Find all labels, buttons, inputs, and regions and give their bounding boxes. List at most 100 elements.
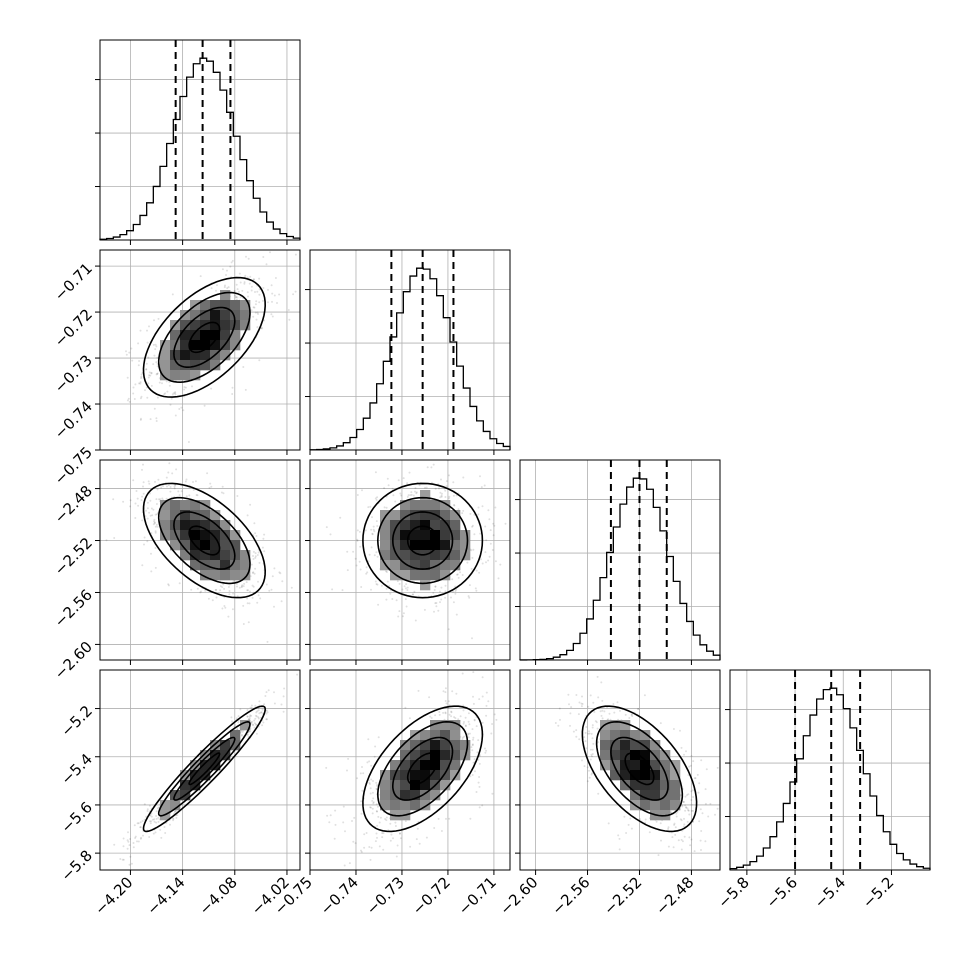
sample-point bbox=[146, 810, 149, 812]
sample-point bbox=[474, 587, 477, 590]
density-cell bbox=[610, 760, 621, 771]
sample-point bbox=[246, 276, 249, 279]
sample-point bbox=[477, 506, 480, 509]
sample-point bbox=[246, 715, 249, 718]
sample-point bbox=[128, 400, 131, 403]
sample-point bbox=[448, 497, 450, 500]
sample-point bbox=[153, 319, 155, 322]
sample-point bbox=[387, 484, 390, 487]
sample-point bbox=[558, 707, 561, 710]
sample-point bbox=[257, 551, 260, 554]
sample-point bbox=[146, 507, 149, 510]
sample-point bbox=[160, 486, 163, 489]
sample-point bbox=[589, 758, 592, 761]
sample-point bbox=[687, 774, 690, 776]
sample-point bbox=[391, 487, 394, 490]
sample-point bbox=[346, 569, 349, 572]
sample-point bbox=[113, 537, 116, 539]
density-cell bbox=[410, 560, 421, 571]
density-cell bbox=[220, 740, 231, 751]
density-cell bbox=[650, 780, 661, 791]
y-tick-label: −0.73 bbox=[51, 351, 96, 396]
sample-point bbox=[461, 736, 464, 739]
sample-point bbox=[139, 826, 142, 829]
sample-point bbox=[142, 834, 144, 837]
sample-point bbox=[586, 780, 589, 783]
sample-point bbox=[685, 806, 688, 809]
sample-point bbox=[171, 293, 174, 296]
sample-point bbox=[228, 593, 231, 596]
sample-point bbox=[184, 480, 187, 483]
contour-level-1 bbox=[173, 511, 236, 570]
density-cell bbox=[450, 510, 461, 521]
sample-point bbox=[238, 586, 241, 589]
sample-point bbox=[385, 571, 388, 573]
density-cell bbox=[440, 510, 451, 521]
density-cell bbox=[430, 560, 441, 571]
sample-point bbox=[399, 832, 401, 835]
sample-point bbox=[597, 741, 600, 744]
sample-point bbox=[265, 583, 268, 586]
sample-point bbox=[234, 294, 237, 297]
density-cell bbox=[420, 790, 431, 801]
y-tick-label: −2.52 bbox=[51, 534, 96, 579]
sample-point bbox=[140, 377, 143, 380]
sample-point bbox=[597, 792, 600, 795]
panel-frame bbox=[309, 459, 511, 661]
sample-point bbox=[590, 732, 593, 735]
sample-point bbox=[426, 466, 429, 469]
panel-frame bbox=[99, 249, 301, 451]
sample-point bbox=[339, 516, 342, 519]
sample-point bbox=[377, 736, 380, 739]
sample-point bbox=[391, 598, 394, 600]
sample-point bbox=[368, 553, 371, 556]
sample-point bbox=[481, 721, 484, 724]
sample-point bbox=[489, 529, 492, 532]
sample-point bbox=[146, 808, 149, 811]
sample-point bbox=[121, 858, 124, 861]
sample-point bbox=[389, 592, 392, 595]
sample-point bbox=[675, 815, 678, 818]
sample-point bbox=[162, 485, 164, 487]
sample-point bbox=[153, 818, 156, 821]
sample-point bbox=[264, 695, 267, 697]
sample-point bbox=[699, 839, 702, 842]
sample-point bbox=[372, 797, 375, 800]
sample-point bbox=[223, 605, 226, 607]
sample-point bbox=[488, 555, 491, 558]
density-cell bbox=[210, 530, 221, 541]
sample-point bbox=[462, 722, 465, 725]
sample-point bbox=[122, 500, 125, 503]
sample-point bbox=[214, 589, 217, 591]
density-cell bbox=[420, 800, 431, 811]
sample-point bbox=[242, 604, 245, 607]
sample-point bbox=[156, 807, 159, 810]
sample-point bbox=[477, 739, 480, 742]
sample-point bbox=[235, 295, 238, 298]
sample-point bbox=[385, 587, 388, 590]
sample-point bbox=[360, 812, 363, 815]
sample-point bbox=[441, 492, 443, 495]
sample-point bbox=[333, 837, 336, 840]
sample-point bbox=[184, 386, 187, 389]
density-cell bbox=[430, 770, 441, 781]
sample-point bbox=[172, 817, 174, 820]
contour-level-3 bbox=[581, 705, 698, 833]
sample-point bbox=[283, 687, 286, 690]
sample-point bbox=[326, 814, 329, 817]
sample-point bbox=[352, 840, 355, 843]
sample-point bbox=[130, 862, 133, 865]
density-cell bbox=[160, 530, 171, 541]
sample-point bbox=[135, 490, 138, 492]
sample-point bbox=[252, 724, 255, 727]
sample-point bbox=[475, 791, 478, 793]
sample-point bbox=[692, 796, 695, 798]
sample-point bbox=[392, 494, 395, 497]
sample-point bbox=[590, 773, 593, 776]
sample-point bbox=[250, 704, 253, 707]
sample-point bbox=[215, 289, 217, 292]
sample-point bbox=[227, 286, 230, 289]
density-cell bbox=[440, 740, 451, 751]
sample-point bbox=[236, 728, 239, 731]
sample-point bbox=[369, 792, 372, 795]
